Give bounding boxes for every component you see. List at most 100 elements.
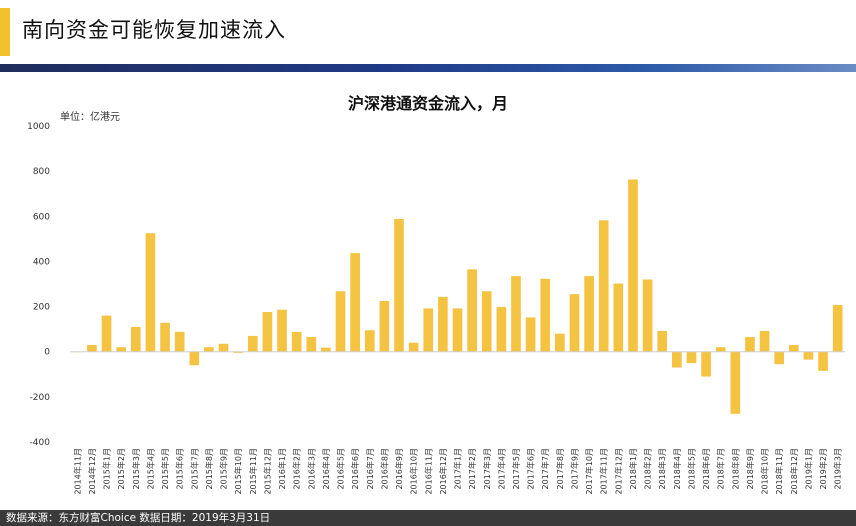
header-divider (0, 64, 856, 72)
bar (613, 283, 624, 352)
x-tick-label: 2015年4月 (145, 448, 155, 489)
x-tick-label: 2016年12月 (438, 448, 448, 495)
y-tick-label: 400 (33, 257, 50, 267)
x-tick-label: 2018年2月 (643, 448, 653, 489)
x-tick-label: 2015年8月 (204, 448, 214, 489)
x-tick-label: 2016年6月 (350, 448, 360, 489)
x-tick-label: 2015年12月 (262, 448, 272, 495)
x-tick-label: 2017年12月 (613, 448, 623, 495)
bar (262, 311, 273, 352)
x-tick-label: 2016年7月 (365, 448, 375, 489)
y-tick-label: 800 (33, 167, 50, 177)
x-tick-label: 2018年6月 (701, 448, 711, 489)
x-tick-label: 2015年7月 (189, 448, 199, 489)
unit-label: 单位：亿港元 (60, 112, 120, 123)
bar (101, 315, 112, 352)
bar (189, 351, 200, 366)
x-tick-label: 2015年9月 (219, 448, 229, 489)
x-tick-label: 2017年2月 (467, 448, 477, 489)
x-tick-label: 2018年11月 (774, 448, 784, 495)
x-tick-label: 2016年5月 (336, 448, 346, 489)
y-tick-label: -200 (30, 393, 51, 403)
y-tick-label: 600 (33, 212, 50, 222)
x-tick-label: 2015年5月 (160, 448, 170, 489)
bar (130, 326, 141, 352)
bar (160, 322, 170, 352)
bar (174, 331, 185, 352)
x-tick-label: 2017年10月 (584, 448, 594, 495)
bar (525, 317, 536, 352)
x-tick-label: 2015年3月 (131, 448, 141, 489)
x-tick-label: 2016年4月 (321, 448, 331, 489)
x-tick-label: 2017年4月 (496, 448, 506, 489)
bar (350, 253, 360, 352)
x-tick-label: 2016年10月 (409, 448, 419, 495)
bar (394, 218, 404, 352)
bar (789, 344, 799, 352)
x-tick-label: 2019年2月 (818, 448, 828, 489)
x-tick-label: 2016年11月 (423, 448, 433, 495)
page-title: 南向资金可能恢复加速流入 (22, 18, 286, 42)
bar (803, 351, 814, 360)
bar (569, 294, 580, 352)
bar (306, 337, 317, 352)
bar (598, 220, 609, 352)
bar (408, 342, 419, 352)
bar (233, 351, 243, 353)
x-tick-label: 2015年2月 (116, 448, 126, 489)
x-tick-label: 2015年6月 (175, 448, 185, 489)
x-tick-label: 2017年6月 (526, 448, 536, 489)
y-tick-label: 1000 (27, 122, 50, 132)
bar (759, 330, 770, 352)
bar (657, 330, 668, 352)
bar (672, 351, 682, 368)
bar (452, 308, 463, 352)
header-accent-bar (0, 8, 10, 56)
x-tick-label: 2017年8月 (555, 448, 565, 489)
x-tick-label: 2016年2月 (292, 448, 302, 489)
x-tick-label: 2017年1月 (453, 448, 463, 489)
bar (291, 331, 302, 352)
bar (715, 347, 726, 352)
x-tick-label: 2016年8月 (379, 448, 389, 489)
x-tick-label: 2017年9月 (569, 448, 579, 489)
y-tick-label: 200 (33, 303, 50, 313)
x-axis: 2014年11月 2014年12月 2015年1月 2015年2月 2015年3月 201… (72, 448, 842, 495)
x-tick-label: 2018年10月 (760, 448, 770, 495)
x-tick-label: 2018年5月 (686, 448, 696, 489)
bar (379, 300, 390, 352)
x-tick-label: 2016年3月 (306, 448, 316, 489)
x-tick-label: 2014年12月 (87, 448, 97, 495)
bar (628, 179, 638, 352)
bar (481, 291, 492, 352)
x-tick-label: 2017年7月 (540, 448, 550, 489)
bar (145, 233, 156, 352)
bar (642, 279, 653, 352)
x-tick-label: 2018年8月 (730, 448, 740, 489)
bar (774, 351, 785, 365)
x-tick-label: 2015年11月 (248, 448, 258, 495)
bar (87, 344, 97, 352)
x-tick-label: 2017年3月 (482, 448, 492, 489)
bar (438, 296, 448, 352)
bar (511, 276, 521, 352)
x-tick-label: 2018年7月 (716, 448, 726, 489)
bar (832, 304, 843, 352)
bar-series (72, 179, 843, 414)
x-tick-label: 2016年1月 (277, 448, 287, 489)
bar (555, 333, 565, 352)
bar (745, 337, 755, 352)
x-tick-label: 2016年9月 (394, 448, 404, 489)
x-tick-label: 2015年10月 (233, 448, 243, 495)
bar (730, 351, 741, 414)
bar (686, 351, 697, 363)
chart-title: 沪深港通资金流入，月 (347, 94, 508, 113)
x-tick-label: 2014年11月 (72, 448, 82, 495)
x-tick-label: 2019年1月 (803, 448, 813, 489)
bar (277, 309, 287, 352)
bar (247, 335, 258, 352)
bar (467, 269, 477, 352)
bar (218, 343, 229, 352)
x-tick-label: 2018年3月 (657, 448, 667, 489)
